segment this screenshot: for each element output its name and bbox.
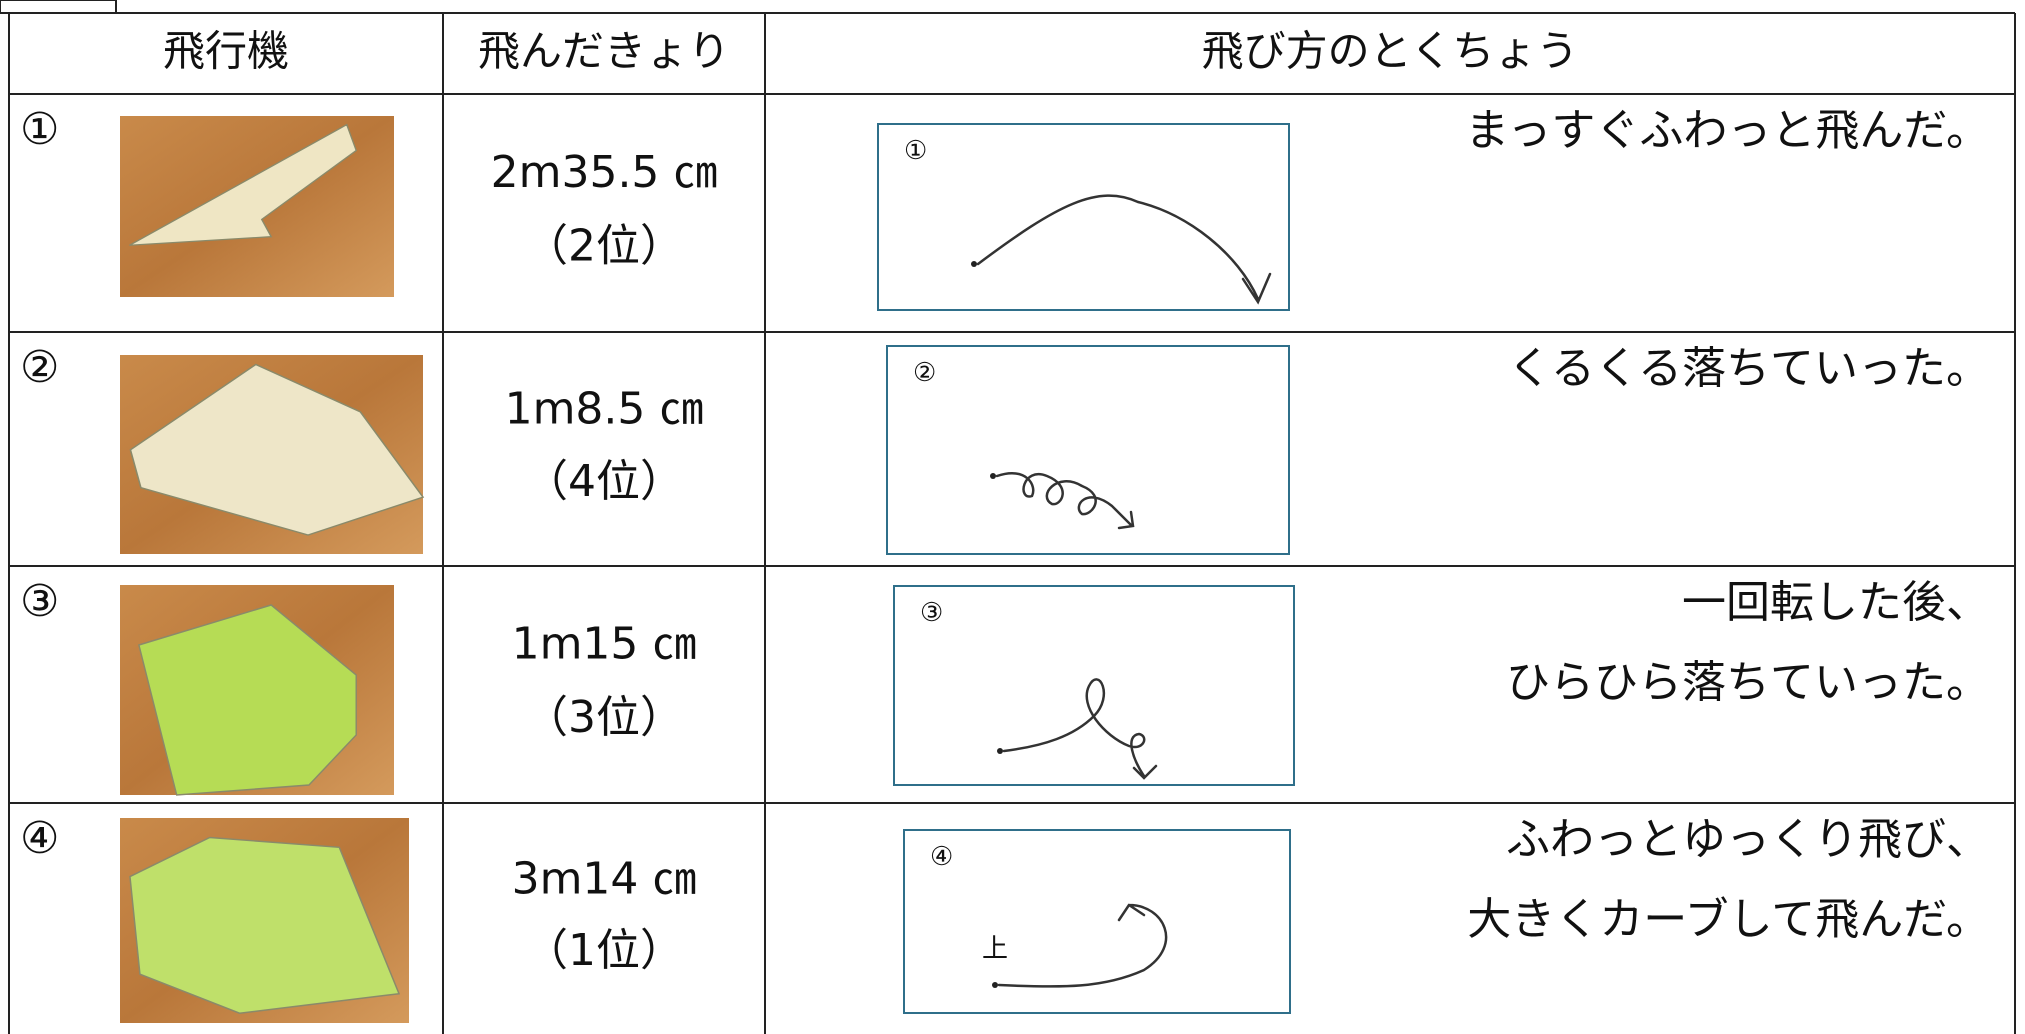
start-dot	[992, 982, 998, 988]
rank: （3位）	[524, 692, 684, 743]
flight-path	[995, 472, 1135, 530]
header-cell: 飛行機	[163, 27, 289, 76]
start-dot	[990, 473, 996, 479]
airplane-photo	[120, 355, 425, 554]
airplane-photo	[120, 116, 394, 297]
flight-sketch: ④上	[903, 829, 1291, 1014]
sketch-frame	[877, 123, 1290, 311]
sketch-label: ①	[904, 136, 927, 166]
description-line: ひらひら落ちていった。	[1506, 657, 1990, 708]
sketch-label: ④	[930, 842, 953, 872]
sketch-frame	[893, 585, 1295, 786]
flight-sketch: ③	[893, 585, 1295, 786]
airplane-photo	[120, 585, 394, 796]
flight-sketch: ②	[886, 345, 1290, 555]
flight-path	[976, 194, 1272, 305]
paper-airplane	[138, 604, 357, 796]
sketch-label: ②	[913, 358, 936, 388]
paper-airplane	[129, 836, 401, 1014]
sketch-frame	[886, 345, 1290, 555]
corner-box	[0, 0, 117, 14]
paper-airplane	[129, 363, 425, 536]
description-line: 一回転した後、	[1682, 577, 1990, 628]
distance: 2m35.5 ㎝	[491, 147, 718, 198]
sketch-frame	[903, 829, 1291, 1014]
description-line: 大きくカーブして飛んだ。	[1467, 894, 1990, 945]
table-grid	[8, 12, 2016, 1034]
rank: （1位）	[524, 925, 684, 976]
start-dot	[997, 748, 1003, 754]
paper-airplane	[129, 123, 358, 246]
header-cell: 飛んだきょり	[478, 27, 730, 76]
rank: （4位）	[524, 456, 684, 507]
sketch-note: 上	[982, 934, 1008, 964]
distance: 1m8.5 ㎝	[505, 384, 704, 435]
description-line: くるくる落ちていった。	[1508, 343, 1990, 394]
start-dot	[971, 261, 977, 267]
description-line: ふわっとゆっくり飛び、	[1506, 814, 1990, 865]
header-cell: 飛び方のとくちょう	[1202, 27, 1579, 76]
row-number: ②	[20, 342, 59, 393]
row-number: ④	[20, 813, 59, 864]
flight-sketch: ①	[877, 123, 1290, 311]
distance: 1m15 ㎝	[512, 619, 697, 670]
sketch-label: ③	[920, 598, 943, 628]
flight-path	[997, 903, 1168, 988]
rank: （2位）	[524, 221, 684, 272]
description-line: まっすぐふわっと飛んだ。	[1465, 105, 1990, 156]
distance: 3m14 ㎝	[512, 854, 697, 905]
airplane-photo	[120, 818, 409, 1023]
row-number: ③	[20, 576, 59, 627]
row-number: ①	[20, 104, 59, 155]
flight-path	[1002, 678, 1158, 780]
